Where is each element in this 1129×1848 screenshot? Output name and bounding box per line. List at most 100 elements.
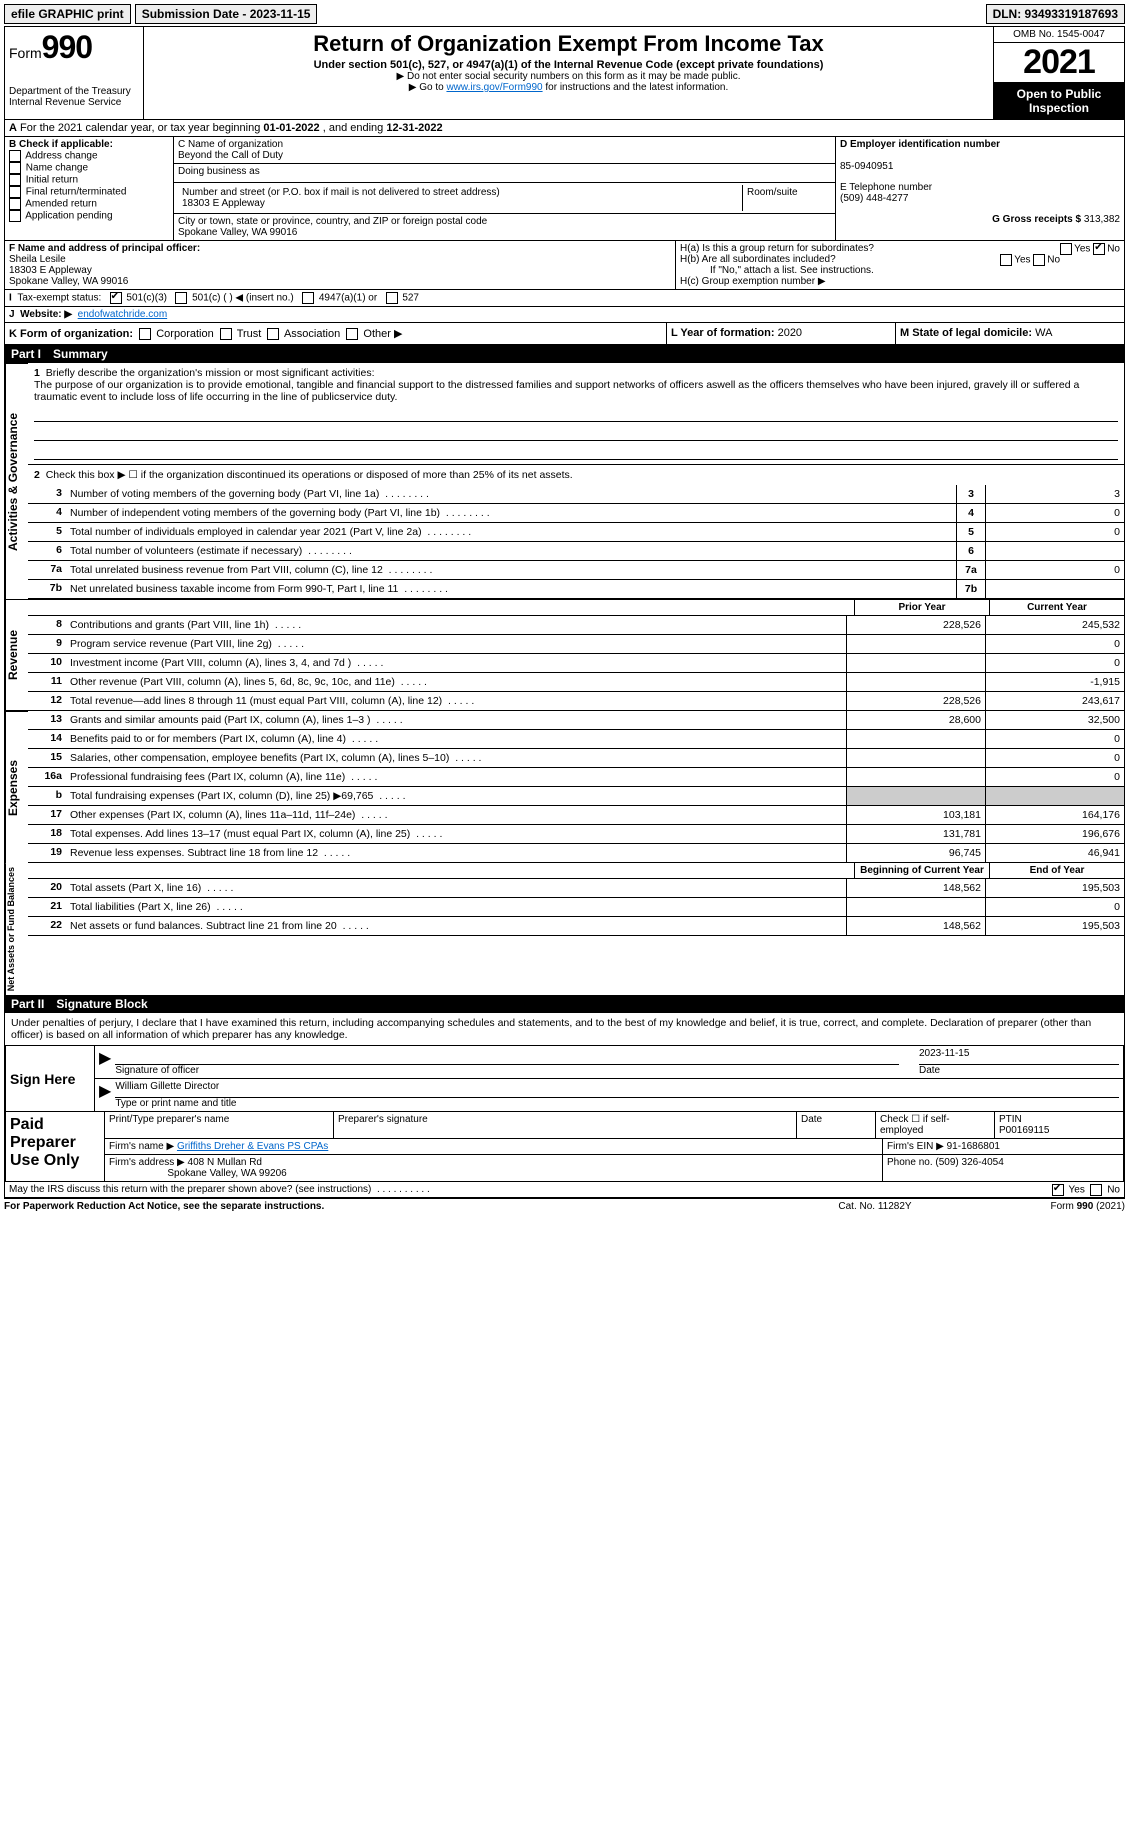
b-opt-3: Final return/terminated xyxy=(26,187,127,198)
blank-line-2 xyxy=(34,426,1118,441)
side-revenue: Revenue xyxy=(5,599,28,711)
l-value: 2020 xyxy=(778,327,802,339)
declaration: Under penalties of perjury, I declare th… xyxy=(5,1013,1124,1046)
firm-phone-lbl: Phone no. xyxy=(887,1157,933,1168)
chk-final[interactable] xyxy=(9,186,21,198)
col-current: Current Year xyxy=(989,600,1124,615)
form-header: Form990 Department of the Treasury Inter… xyxy=(5,27,1124,120)
b-opt-4: Amended return xyxy=(25,199,97,210)
no-lbl: No xyxy=(1107,244,1120,255)
firm-phone: (509) 326-4054 xyxy=(935,1157,1003,1168)
form-subtitle: Under section 501(c), 527, or 4947(a)(1)… xyxy=(150,59,987,71)
part-ii-tag: Part II xyxy=(11,997,44,1011)
sig-officer-lbl: Signature of officer xyxy=(115,1065,199,1076)
paid-preparer: Paid Preparer Use Only Print/Type prepar… xyxy=(5,1112,1124,1182)
k-corp[interactable] xyxy=(139,328,151,340)
line-5: 5 Total number of individuals employed i… xyxy=(28,523,1124,542)
part-i-tag: Part I xyxy=(11,347,41,361)
part-i-revenue: Revenue Prior Year Current Year 8 Contri… xyxy=(5,599,1124,711)
line-19: 19 Revenue less expenses. Subtract line … xyxy=(28,844,1124,863)
chk-address[interactable] xyxy=(9,150,21,162)
a-begin: 01-01-2022 xyxy=(263,122,319,134)
blank-line-3 xyxy=(34,445,1118,460)
dept-treasury: Department of the Treasury Internal Reve… xyxy=(9,86,139,108)
k-opt3: Other ▶ xyxy=(363,328,402,340)
discuss-no[interactable] xyxy=(1090,1184,1102,1196)
k-trust[interactable] xyxy=(220,328,232,340)
b-opt-5: Application pending xyxy=(25,211,112,222)
line-18: 18 Total expenses. Add lines 13–17 (must… xyxy=(28,825,1124,844)
k-opt0: Corporation xyxy=(156,328,213,340)
line-13: 13 Grants and similar amounts paid (Part… xyxy=(28,711,1124,730)
goto-post: for instructions and the latest informat… xyxy=(543,82,729,93)
c-name-lbl: C Name of organization xyxy=(178,139,283,150)
col-prior: Prior Year xyxy=(854,600,989,615)
i-501c[interactable] xyxy=(175,292,187,304)
org-gross: 313,382 xyxy=(1084,214,1120,225)
i-501c3[interactable] xyxy=(110,292,122,304)
chk-pending[interactable] xyxy=(9,210,21,222)
line-22: 22 Net assets or fund balances. Subtract… xyxy=(28,917,1124,936)
d-ein-lbl: D Employer identification number xyxy=(840,139,1000,150)
firm-ein: 91-1686801 xyxy=(947,1141,1000,1152)
firm-addr-lbl: Firm's address ▶ xyxy=(109,1157,185,1168)
blank-line-1 xyxy=(34,407,1118,422)
part-i-header: Part I Summary xyxy=(5,345,1124,363)
part-i-title: Summary xyxy=(53,347,108,361)
k-assoc[interactable] xyxy=(267,328,279,340)
chk-initial[interactable] xyxy=(9,174,21,186)
line-10: 10 Investment income (Part VIII, column … xyxy=(28,654,1124,673)
k-label: K Form of organization: xyxy=(9,328,133,340)
line-15: 15 Salaries, other compensation, employe… xyxy=(28,749,1124,768)
b-opt-1: Name change xyxy=(26,163,88,174)
footer-form: Form 990 (2021) xyxy=(975,1201,1125,1212)
form-title: Return of Organization Exempt From Incom… xyxy=(150,31,987,57)
goto-pre: ▶ Go to xyxy=(409,82,447,93)
form-prefix: Form xyxy=(9,45,42,61)
line-3: 3 Number of voting members of the govern… xyxy=(28,485,1124,504)
side-netassets: Net Assets or Fund Balances xyxy=(5,863,28,995)
section-deg: D Employer identification number 85-0940… xyxy=(835,137,1124,240)
i-opt3: 527 xyxy=(402,293,419,304)
chk-amended[interactable] xyxy=(9,198,21,210)
l2-text: Check this box ▶ ☐ if the organization d… xyxy=(46,469,573,481)
row-m: M State of legal domicile: WA xyxy=(895,323,1124,344)
discuss-yes[interactable] xyxy=(1052,1184,1064,1196)
footer-cat: Cat. No. 11282Y xyxy=(775,1201,975,1212)
hb-no[interactable] xyxy=(1033,254,1045,266)
ha-no[interactable] xyxy=(1093,243,1105,255)
k-other[interactable] xyxy=(346,328,358,340)
note-ssn: ▶ Do not enter social security numbers o… xyxy=(150,71,987,82)
section-bcd: B Check if applicable: Address change Na… xyxy=(5,137,1124,241)
irs-link[interactable]: www.irs.gov/Form990 xyxy=(446,82,542,93)
a-pre: For the 2021 calendar year, or tax year … xyxy=(20,122,263,134)
pp-date-lbl: Date xyxy=(797,1112,876,1138)
hb-yes[interactable] xyxy=(1000,254,1012,266)
pp-sig-lbl: Preparer's signature xyxy=(334,1112,797,1138)
typed-name: William Gillette Director xyxy=(115,1081,219,1092)
line-17: 17 Other expenses (Part IX, column (A), … xyxy=(28,806,1124,825)
b-label: B Check if applicable: xyxy=(9,139,113,150)
no-lbl2: No xyxy=(1047,255,1060,266)
firm-name[interactable]: Griffiths Dreher & Evans PS CPAs xyxy=(177,1141,328,1152)
tax-year: 2021 xyxy=(994,42,1124,83)
org-street: 18303 E Appleway xyxy=(182,198,265,209)
section-c: C Name of organization Beyond the Call o… xyxy=(174,137,835,240)
section-fh: F Name and address of principal officer:… xyxy=(5,241,1124,290)
line-12: 12 Total revenue—add lines 8 through 11 … xyxy=(28,692,1124,711)
i-527[interactable] xyxy=(386,292,398,304)
c-street-lbl: Number and street (or P.O. box if mail i… xyxy=(182,187,500,198)
yes-lbl: Yes xyxy=(1074,244,1090,255)
i-opt0: 501(c)(3) xyxy=(126,293,167,304)
col-begin: Beginning of Current Year xyxy=(854,863,989,878)
footer: For Paperwork Reduction Act Notice, see … xyxy=(4,1199,1125,1214)
i-4947[interactable] xyxy=(302,292,314,304)
line-8: 8 Contributions and grants (Part VIII, l… xyxy=(28,616,1124,635)
chk-name[interactable] xyxy=(9,162,21,174)
website-link[interactable]: endofwatchride.com xyxy=(78,309,168,320)
firm-addr: 408 N Mullan Rd xyxy=(188,1157,262,1168)
row-k: K Form of organization: Corporation Trus… xyxy=(5,323,666,344)
ha-yes[interactable] xyxy=(1060,243,1072,255)
firm-name-lbl: Firm's name ▶ xyxy=(109,1141,174,1152)
a-mid: , and ending xyxy=(323,122,387,134)
